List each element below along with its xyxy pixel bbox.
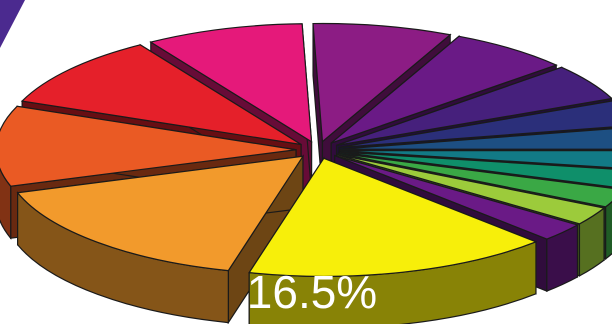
- pie-slice-top-8: [338, 100, 612, 149]
- pie-slice-top-3: [20, 44, 302, 146]
- pie-slice-top-12: [338, 152, 612, 208]
- pie-slice-1: [16, 154, 305, 324]
- pie-slice-top-1: [16, 155, 305, 272]
- pie-slice-top-11: [339, 151, 612, 188]
- pie-slice-top-0: [248, 157, 538, 277]
- pie-slice-top-9: [339, 128, 612, 150]
- pie-slice-top-5: [312, 22, 452, 143]
- pie-slice-top-6: [330, 35, 558, 144]
- pie-slice-top-2: [0, 105, 297, 187]
- corner-accent: [0, 0, 25, 48]
- pie-slice-0: [248, 156, 538, 324]
- pie-slice-top-10: [339, 150, 612, 169]
- pie-slice-top-13: [336, 153, 606, 225]
- pie-slice-top-4: [149, 23, 313, 143]
- slice-label-yellow: 16.5%: [247, 266, 377, 318]
- pie-slices: [0, 22, 612, 324]
- pie-slice-top-14: [334, 155, 580, 240]
